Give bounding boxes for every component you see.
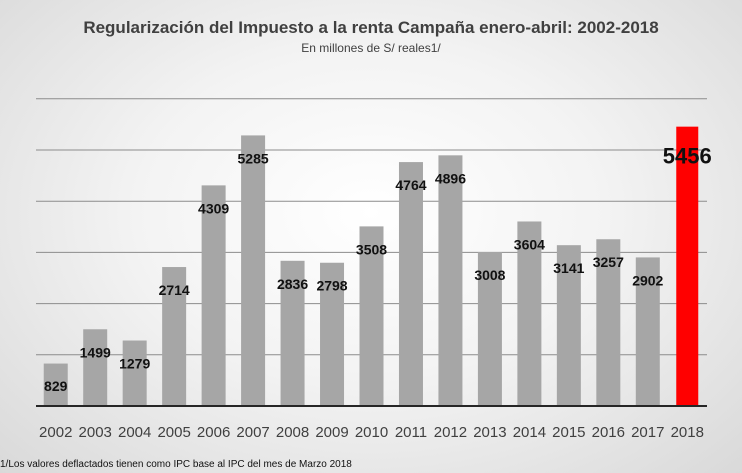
footnote: 1/Los valores deflactados tienen como IP…	[0, 459, 352, 470]
bar-2009	[320, 262, 345, 406]
data-label-2009: 2798	[316, 278, 347, 294]
data-labels: 829 1499 1279 2714 4309 5285 2836 2798 3508 4764 4…	[44, 144, 712, 394]
x-tick-2016: 2016	[592, 424, 625, 441]
x-tick-2007: 2007	[236, 424, 269, 441]
x-tick-2004: 2004	[118, 424, 151, 441]
bars	[43, 126, 699, 406]
x-tick-2009: 2009	[315, 424, 348, 441]
data-label-2004: 1279	[119, 356, 150, 372]
bar-2011	[398, 162, 423, 406]
x-tick-2017: 2017	[631, 424, 664, 441]
chart-title: Regularización del Impuesto a la renta C…	[83, 18, 658, 37]
data-label-2008: 2836	[277, 276, 308, 292]
bar-2006	[201, 185, 226, 406]
data-label-2018: 5456	[663, 144, 712, 169]
data-label-2014: 3604	[514, 236, 545, 252]
x-tick-2006: 2006	[197, 424, 230, 441]
x-tick-2010: 2010	[355, 424, 388, 441]
bar-2012	[438, 155, 463, 406]
bar-2004	[122, 340, 147, 406]
x-tick-labels: 2002 2003 2004 2005 2006 2007 2008 2009 2010 2011…	[39, 424, 704, 441]
data-label-2003: 1499	[80, 344, 111, 360]
x-tick-2005: 2005	[157, 424, 190, 441]
data-label-2013: 3008	[474, 267, 505, 283]
data-label-2010: 3508	[356, 241, 387, 257]
x-tick-2018: 2018	[671, 424, 704, 441]
bar-2005	[162, 267, 187, 406]
bar-2018	[676, 126, 699, 406]
bar-2014	[517, 221, 542, 406]
chart-subtitle: En millones de S/ reales1/	[301, 41, 441, 55]
bar-2007	[241, 135, 266, 406]
bar-2015	[556, 245, 581, 406]
x-tick-2014: 2014	[513, 424, 546, 441]
bar-2002	[43, 363, 68, 406]
x-tick-2003: 2003	[79, 424, 112, 441]
bar-2008	[280, 260, 305, 406]
bar-2010	[359, 226, 384, 406]
x-tick-2012: 2012	[434, 424, 467, 441]
bar-2003	[83, 329, 108, 406]
data-label-2005: 2714	[159, 282, 190, 298]
x-tick-2013: 2013	[473, 424, 506, 441]
x-tick-2002: 2002	[39, 424, 72, 441]
data-label-2006: 4309	[198, 200, 229, 216]
data-label-2016: 3257	[593, 254, 624, 270]
data-label-2012: 4896	[435, 170, 466, 186]
bar-2013	[477, 251, 502, 406]
data-label-2011: 4764	[395, 177, 426, 193]
data-label-2017: 2902	[632, 272, 663, 288]
data-label-2002: 829	[44, 378, 68, 394]
bar-2017	[635, 257, 660, 406]
data-label-2007: 5285	[238, 150, 269, 166]
data-label-2015: 3141	[553, 260, 584, 276]
x-tick-2008: 2008	[276, 424, 309, 441]
x-tick-2015: 2015	[552, 424, 585, 441]
x-tick-2011: 2011	[395, 424, 427, 441]
bar-2016	[596, 239, 621, 406]
